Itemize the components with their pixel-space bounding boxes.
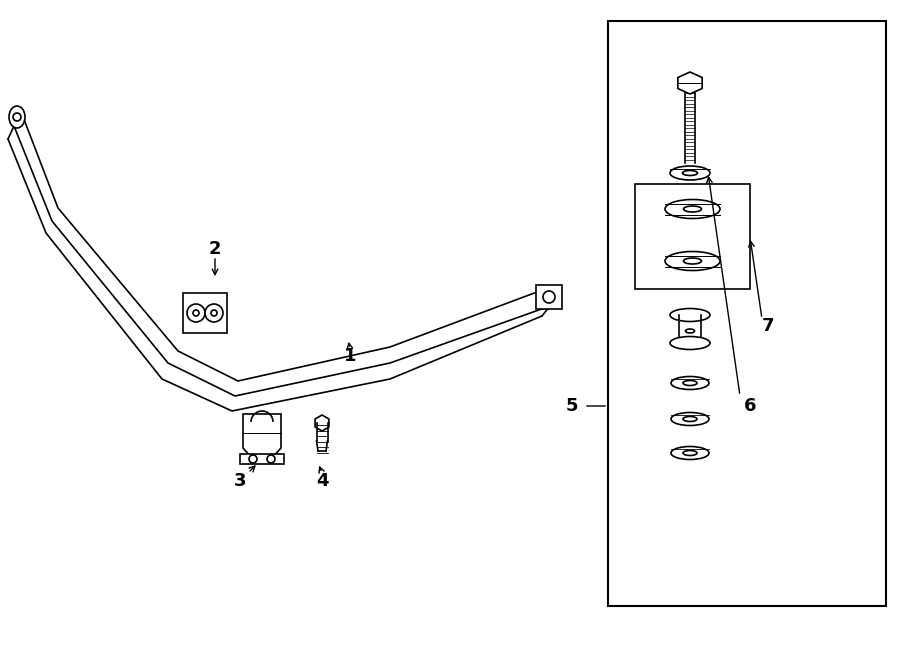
Ellipse shape bbox=[671, 446, 709, 459]
Text: 4: 4 bbox=[316, 472, 328, 490]
Circle shape bbox=[249, 455, 257, 463]
Ellipse shape bbox=[683, 381, 697, 385]
Ellipse shape bbox=[683, 206, 701, 212]
Circle shape bbox=[267, 455, 275, 463]
Polygon shape bbox=[536, 285, 562, 309]
Ellipse shape bbox=[665, 200, 720, 219]
Circle shape bbox=[193, 310, 199, 316]
Circle shape bbox=[187, 304, 205, 322]
Circle shape bbox=[211, 310, 217, 316]
Ellipse shape bbox=[670, 309, 710, 321]
Text: 7: 7 bbox=[761, 317, 774, 335]
Circle shape bbox=[205, 304, 223, 322]
Ellipse shape bbox=[9, 106, 25, 128]
Bar bbox=[183, 293, 227, 333]
Text: 2: 2 bbox=[209, 240, 221, 258]
Bar bbox=[608, 21, 886, 606]
Bar bbox=[240, 454, 284, 464]
Ellipse shape bbox=[670, 166, 710, 180]
Ellipse shape bbox=[670, 336, 710, 350]
Ellipse shape bbox=[682, 171, 698, 176]
Ellipse shape bbox=[543, 291, 555, 303]
Ellipse shape bbox=[683, 451, 697, 455]
Ellipse shape bbox=[683, 416, 697, 422]
Text: 3: 3 bbox=[234, 472, 247, 490]
Ellipse shape bbox=[686, 329, 695, 333]
Bar bbox=[635, 184, 750, 289]
Circle shape bbox=[13, 113, 21, 121]
Ellipse shape bbox=[671, 377, 709, 389]
Text: 5: 5 bbox=[566, 397, 578, 415]
Polygon shape bbox=[678, 72, 702, 94]
Text: 6: 6 bbox=[743, 397, 756, 415]
Polygon shape bbox=[243, 414, 281, 458]
Ellipse shape bbox=[671, 412, 709, 426]
Ellipse shape bbox=[665, 251, 720, 270]
Text: 1: 1 bbox=[344, 347, 356, 365]
Ellipse shape bbox=[683, 258, 701, 264]
Polygon shape bbox=[315, 415, 328, 431]
